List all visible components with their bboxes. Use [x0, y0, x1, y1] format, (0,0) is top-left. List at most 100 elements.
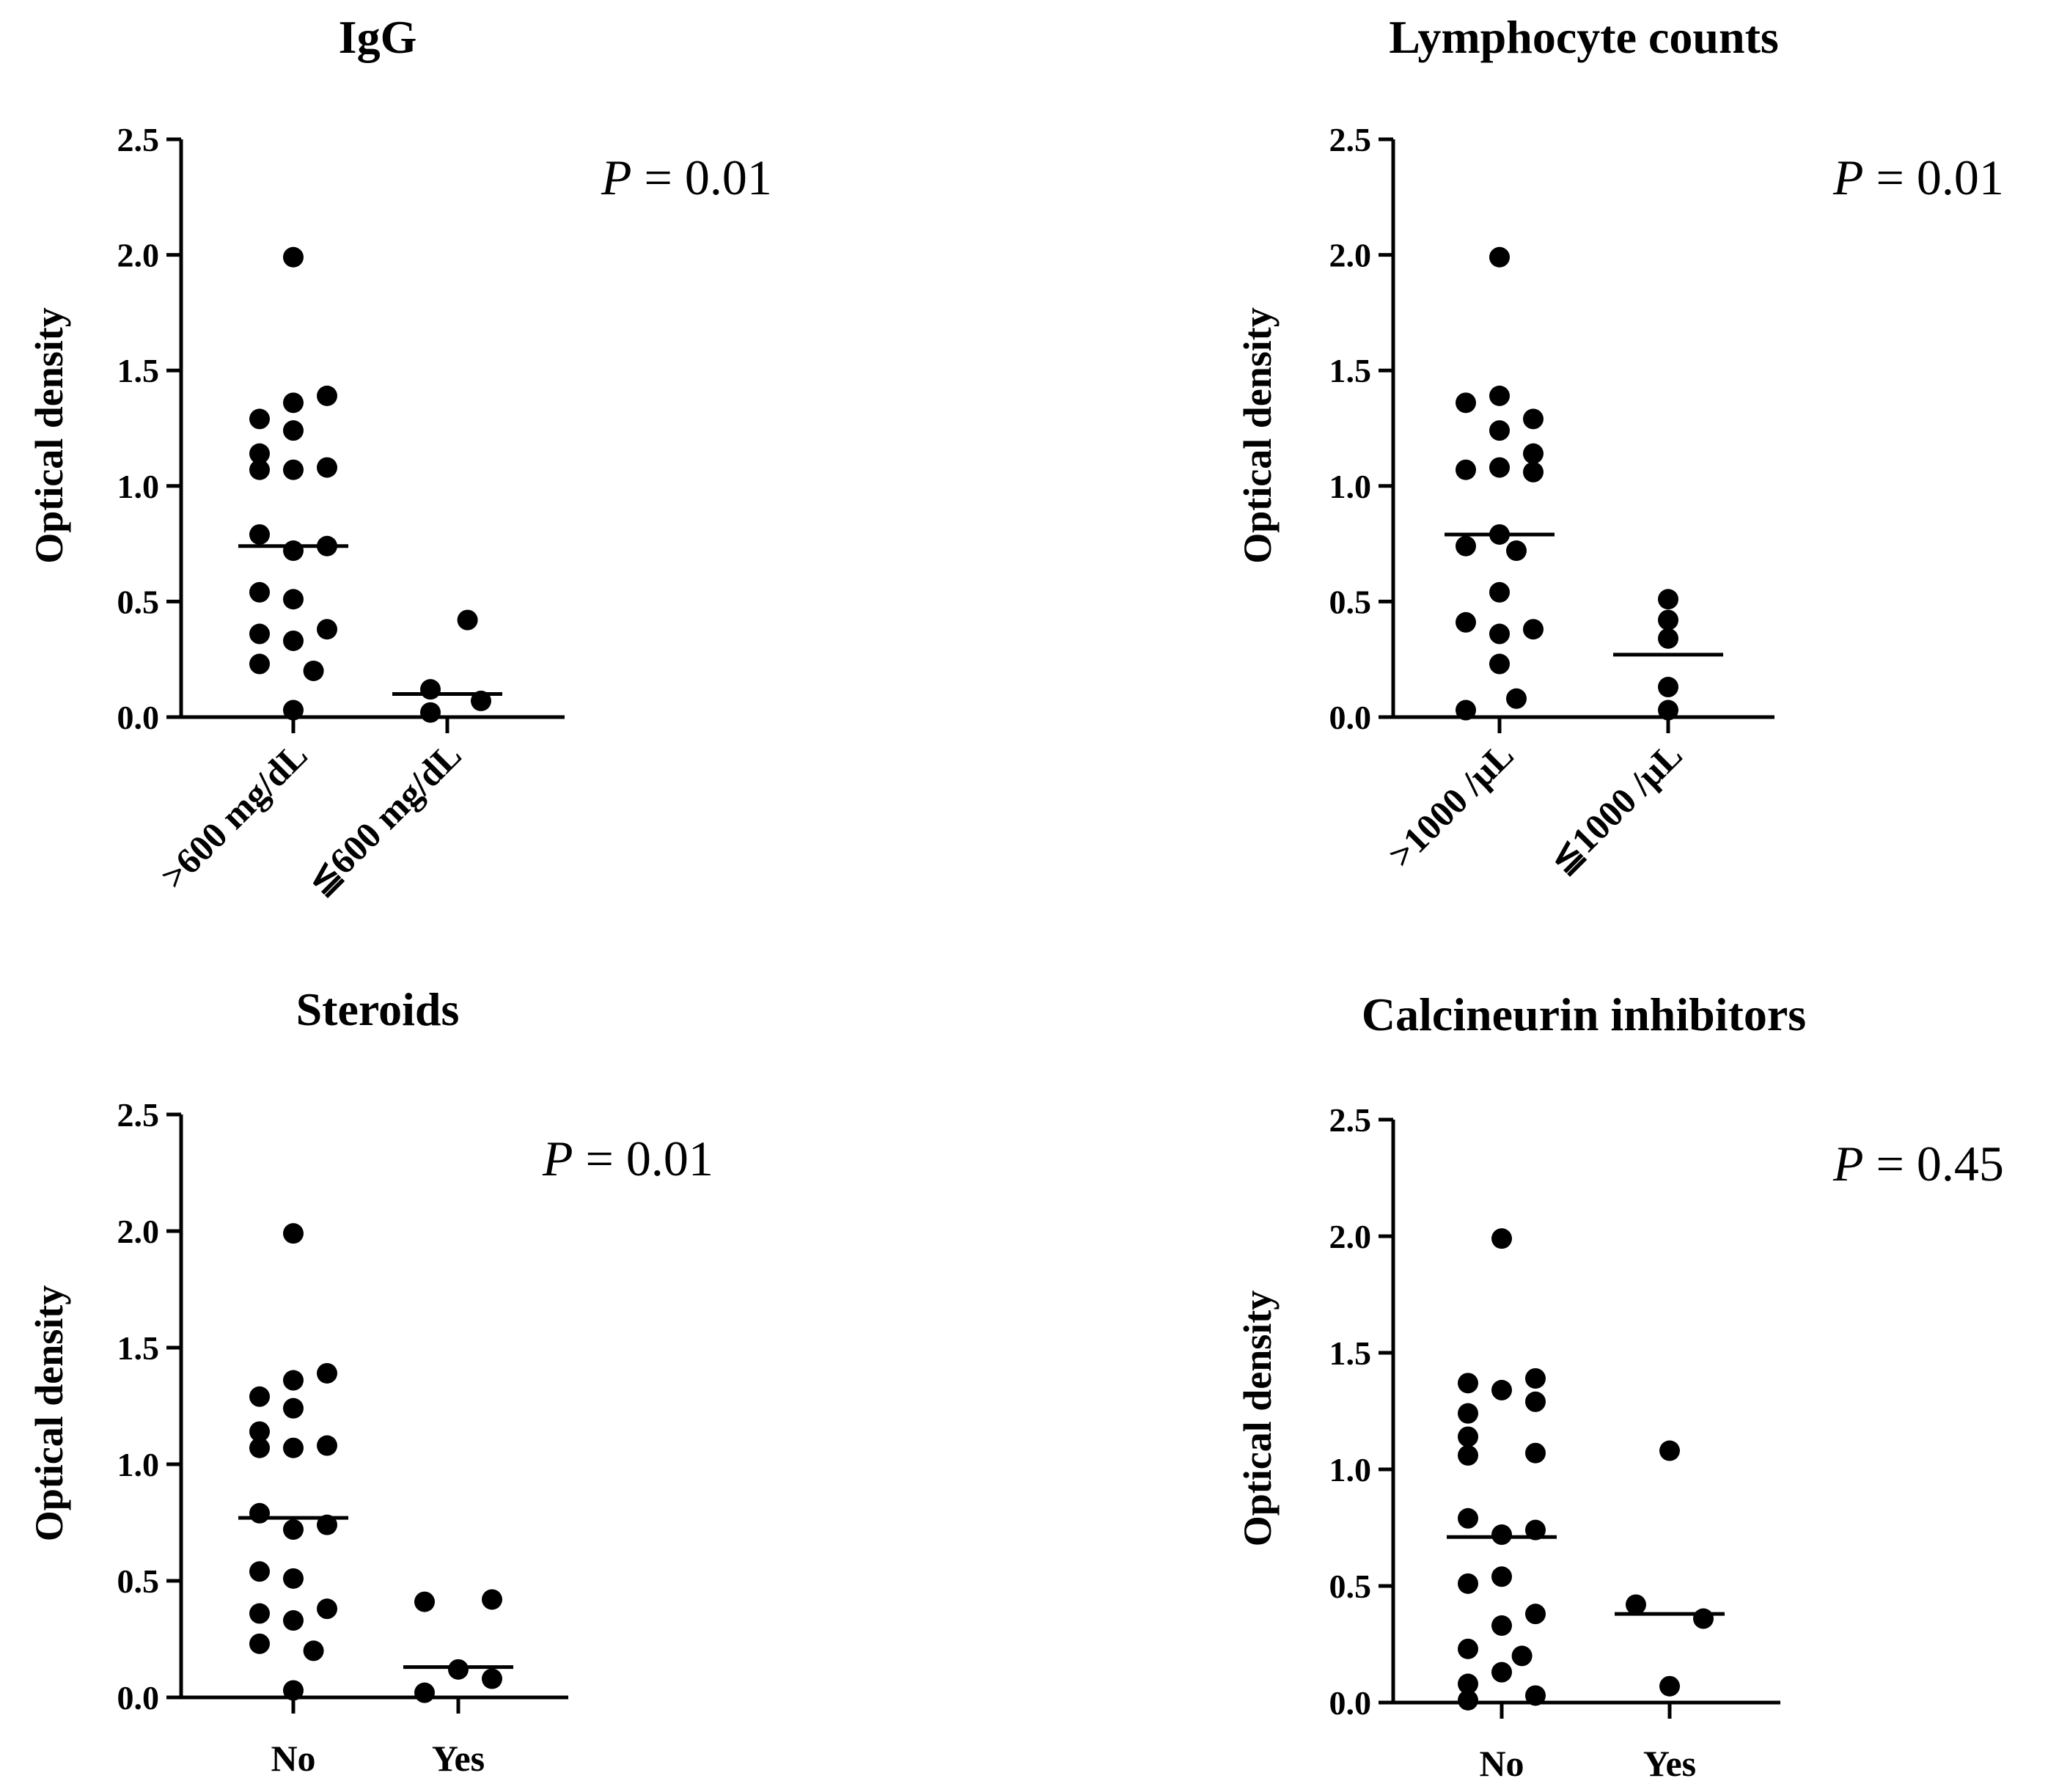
- data-point: [249, 653, 270, 675]
- data-point: [1523, 408, 1544, 430]
- data-point: [1458, 1638, 1478, 1659]
- data-point: [420, 702, 441, 723]
- y-axis-label: Optical density: [27, 307, 71, 564]
- data-point: [1489, 246, 1510, 268]
- data-point: [1458, 1403, 1478, 1424]
- data-point: [283, 540, 304, 562]
- x-category-label: >600 mg/dL: [153, 734, 315, 897]
- data-point: [317, 1435, 337, 1456]
- data-point: [249, 1437, 270, 1458]
- data-point: [283, 1437, 304, 1458]
- data-point: [1458, 1689, 1478, 1711]
- panel-3: Steroids 0.0 0.5 1.0 1.5 2.0 2.5 Optical densit…: [27, 983, 713, 1779]
- data-point: [1489, 457, 1510, 478]
- data-point: [1489, 623, 1510, 645]
- data-point: [1491, 1524, 1512, 1546]
- y-tick-label: 1.5: [1329, 352, 1372, 389]
- data-point: [1659, 1675, 1680, 1697]
- data-point: [1626, 1594, 1646, 1615]
- data-point: [249, 1386, 270, 1407]
- data-point: [1491, 1379, 1512, 1400]
- data-point: [1491, 1566, 1512, 1587]
- y-tick-label: 0.5: [1329, 1568, 1372, 1605]
- x-category-label: ≦600 mg/dL: [299, 734, 469, 903]
- data-point: [1489, 653, 1510, 675]
- y-tick-label: 1.0: [117, 468, 160, 505]
- data-point: [414, 1682, 435, 1703]
- data-point: [283, 589, 304, 610]
- data-point: [1511, 1645, 1533, 1667]
- data-point: [249, 459, 270, 480]
- y-tick-label: 1.0: [117, 1446, 160, 1483]
- p-value-annotation: P = 0.01: [542, 1131, 713, 1186]
- p-value-text: = 0.01: [1864, 150, 2004, 205]
- data-point: [448, 1659, 469, 1680]
- data-point: [283, 246, 304, 268]
- data-point: [249, 524, 270, 545]
- x-category-label: >1000 /μL: [1380, 734, 1522, 875]
- data-point: [1525, 1685, 1546, 1706]
- data-point: [1658, 609, 1678, 631]
- panel-1: IgG 0.0 0.5 1.0 1.5 2.0 2.5 Optical density >600…: [27, 11, 772, 903]
- data-point: [283, 1610, 304, 1631]
- x-category-label: ≦1000 /μL: [1542, 734, 1690, 882]
- y-tick-label: 1.5: [1329, 1334, 1372, 1372]
- data-point: [1458, 1573, 1478, 1594]
- y-tick-label: 2.0: [117, 1213, 160, 1250]
- y-tick-label: 2.0: [1329, 1218, 1372, 1255]
- data-point: [1489, 385, 1510, 406]
- data-point: [1659, 1440, 1680, 1461]
- data-point: [317, 385, 337, 406]
- x-category-label: Yes: [432, 1738, 485, 1779]
- data-point: [249, 1633, 270, 1654]
- x-category-label: Yes: [1643, 1743, 1696, 1784]
- data-point: [1658, 589, 1678, 610]
- data-point: [1458, 1508, 1478, 1529]
- data-point: [283, 1680, 304, 1701]
- data-point: [1523, 443, 1544, 464]
- data-point: [1525, 1604, 1546, 1625]
- data-point: [317, 1362, 337, 1384]
- y-tick-label: 2.5: [117, 121, 160, 158]
- data-point: [1523, 461, 1544, 482]
- data-point: [283, 459, 304, 480]
- data-point: [1458, 1426, 1478, 1447]
- data-point: [249, 623, 270, 645]
- data-point: [317, 619, 337, 640]
- p-symbol: P: [542, 1131, 573, 1186]
- panel-2: Lymphocyte counts 0.0 0.5 1.0 1.5 2.0 2.5 Optic…: [1236, 11, 2004, 882]
- data-point: [1506, 540, 1527, 562]
- data-point: [1489, 581, 1510, 603]
- y-tick-label: 0.5: [117, 583, 160, 620]
- data-point: [1456, 612, 1476, 633]
- data-point: [303, 1640, 324, 1661]
- y-tick-label: 0.0: [1329, 699, 1372, 736]
- y-tick-label: 1.5: [117, 1329, 160, 1367]
- data-point: [420, 679, 441, 700]
- y-tick-label: 1.0: [1329, 468, 1372, 505]
- data-point: [1525, 1367, 1546, 1389]
- p-value-annotation: P = 0.45: [1832, 1136, 2004, 1191]
- data-point: [249, 1561, 270, 1582]
- y-tick-label: 2.5: [1329, 121, 1372, 158]
- y-tick-label: 0.5: [117, 1563, 160, 1600]
- data-point: [1491, 1615, 1512, 1637]
- data-point: [249, 581, 270, 603]
- data-point: [414, 1591, 435, 1612]
- data-point: [283, 1223, 304, 1244]
- y-tick-label: 0.0: [117, 1679, 160, 1716]
- data-point: [249, 1502, 270, 1524]
- data-point: [283, 1398, 304, 1419]
- data-point: [1658, 699, 1678, 721]
- p-symbol: P: [601, 150, 632, 205]
- data-point: [283, 420, 304, 441]
- data-point: [1693, 1608, 1714, 1629]
- data-point: [1523, 619, 1544, 640]
- data-point: [482, 1589, 502, 1610]
- data-point: [1458, 1373, 1478, 1394]
- data-point: [283, 1519, 304, 1541]
- y-tick-label: 2.5: [1329, 1101, 1372, 1139]
- data-point: [1525, 1391, 1546, 1412]
- panel-title: Steroids: [296, 983, 460, 1035]
